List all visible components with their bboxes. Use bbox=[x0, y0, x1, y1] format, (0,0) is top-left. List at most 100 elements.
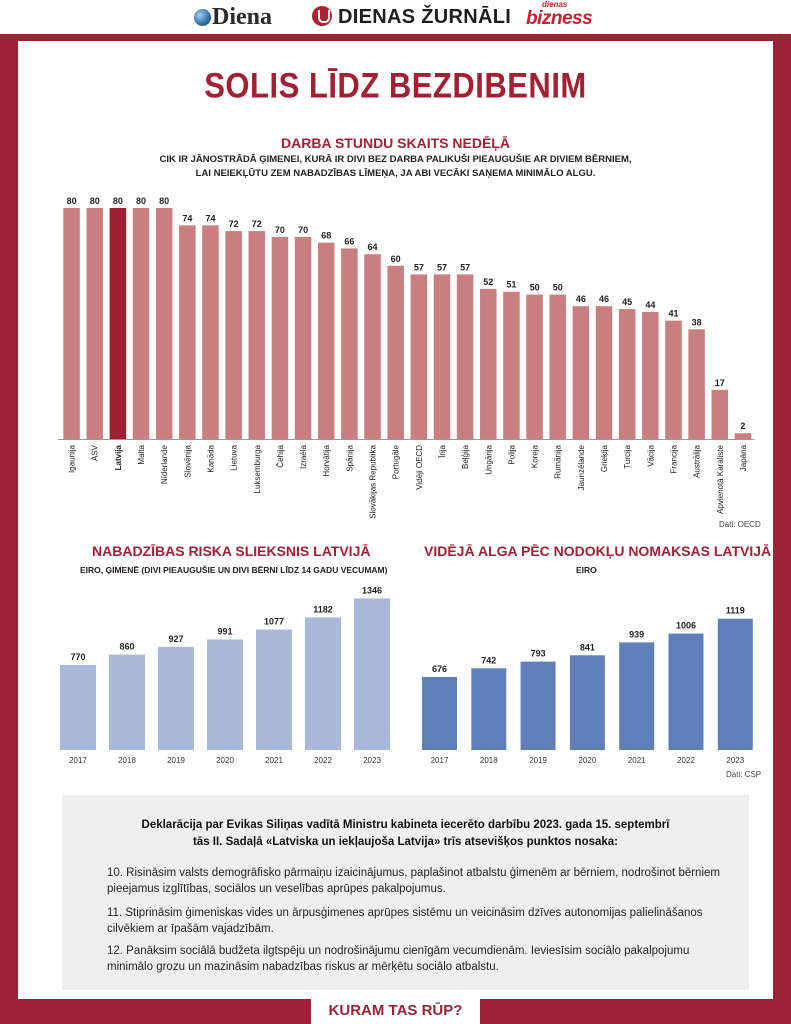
bar-2023 bbox=[717, 618, 753, 750]
diena-logo[interactable]: Diena bbox=[194, 4, 272, 31]
year-label: 2022 bbox=[677, 756, 695, 765]
bar-2017 bbox=[422, 677, 457, 750]
category-label: Francija bbox=[669, 444, 678, 473]
category-label: Čehija bbox=[276, 444, 285, 467]
chart-poverty-title: NABADZĪBAS RISKA SLIEKSNIS LATVIJĀ bbox=[92, 543, 371, 559]
bar-2021 bbox=[256, 629, 292, 750]
data-label: 50 bbox=[553, 283, 563, 293]
data-label: 60 bbox=[391, 254, 401, 264]
bar-2020 bbox=[207, 639, 243, 750]
data-label: 860 bbox=[119, 642, 134, 652]
data-label: 80 bbox=[159, 196, 169, 206]
category-label: Horvātija bbox=[322, 444, 331, 476]
data-label: 51 bbox=[506, 280, 516, 290]
category-label: Luksemburga bbox=[253, 444, 262, 493]
data-label: 68 bbox=[321, 231, 331, 241]
bar-spānija bbox=[341, 248, 358, 439]
data-label: 991 bbox=[217, 626, 232, 636]
data-label: 74 bbox=[182, 213, 192, 223]
bar-igaunija bbox=[63, 208, 80, 439]
chart-wage-title: VIDĒJĀ ALGA PĒC NODOKĻU NOMAKSAS LATVIJĀ bbox=[424, 543, 772, 559]
data-label: 1006 bbox=[676, 621, 696, 631]
bar-polija bbox=[503, 291, 520, 439]
bar-vidēji-oecd bbox=[410, 274, 428, 439]
year-label: 2021 bbox=[628, 756, 646, 765]
bar-koreja bbox=[526, 294, 543, 439]
data-label: 1182 bbox=[313, 604, 333, 614]
category-label: Nīderlande bbox=[160, 444, 169, 484]
bar-2022 bbox=[305, 617, 341, 750]
declaration-box: Deklarācija par Evikas Siliņas vadītā Mi… bbox=[62, 795, 749, 990]
year-label: 2017 bbox=[69, 756, 87, 765]
data-label: 841 bbox=[580, 642, 595, 652]
category-label: Slovākijas Republika bbox=[369, 444, 378, 518]
category-label: Vācija bbox=[646, 444, 655, 466]
category-label: Spānija bbox=[345, 444, 354, 471]
data-label: 676 bbox=[432, 664, 447, 674]
data-label: 50 bbox=[530, 283, 540, 293]
chart-wage-subtitle: EIRO bbox=[576, 565, 597, 575]
category-label: Izraēla bbox=[299, 444, 308, 469]
data-label: 80 bbox=[90, 196, 100, 206]
data-label: 939 bbox=[629, 629, 644, 639]
data-label: 46 bbox=[576, 294, 586, 304]
year-label: 2020 bbox=[579, 756, 597, 765]
data-label: 927 bbox=[168, 634, 183, 644]
bar-2019 bbox=[158, 646, 194, 750]
bar-2017 bbox=[60, 665, 96, 750]
data-label: 72 bbox=[229, 219, 239, 229]
category-label: Slovēnija bbox=[183, 444, 192, 477]
bar-asv bbox=[86, 208, 103, 439]
data-label: 64 bbox=[368, 242, 378, 252]
year-label: 2017 bbox=[431, 756, 449, 765]
bar-vācija bbox=[642, 311, 659, 439]
data-label: 52 bbox=[483, 277, 493, 287]
bar-lietuva bbox=[225, 231, 242, 439]
dienas-zurnali-logo[interactable]: DIENAS ŽURNĀLI bbox=[312, 6, 511, 29]
declaration-heading: Deklarācija par Evikas Siliņas vadītā Mi… bbox=[141, 819, 670, 848]
declaration-item-10: 10. Risināsim valsts demogrāfisko pārmai… bbox=[107, 867, 720, 895]
bar-2022 bbox=[668, 633, 704, 750]
bar-2021 bbox=[619, 642, 655, 750]
bar-apvienotā-karaliste bbox=[711, 389, 729, 439]
category-label: Polija bbox=[507, 444, 516, 464]
category-label: Portugāle bbox=[392, 444, 401, 479]
data-label: 72 bbox=[252, 219, 262, 229]
dienas-bizness-logo[interactable]: dienas bizness bbox=[526, 0, 593, 29]
category-label: Ungārija bbox=[484, 444, 493, 474]
bar-beļģija bbox=[456, 274, 474, 439]
year-label: 2022 bbox=[314, 756, 332, 765]
category-label: Igaunija bbox=[68, 444, 77, 473]
category-label: Rumānija bbox=[554, 444, 563, 478]
category-label: Latvija bbox=[114, 444, 123, 470]
globe-icon bbox=[194, 9, 211, 26]
bar-francija bbox=[665, 320, 682, 439]
data-label: 80 bbox=[136, 196, 146, 206]
data-label: 80 bbox=[67, 196, 77, 206]
data-label: 17 bbox=[715, 378, 725, 388]
footer-link[interactable]: KURAM TAS RŪP? bbox=[328, 1002, 463, 1019]
bar-malta bbox=[132, 208, 150, 439]
bar-horvātija bbox=[317, 242, 335, 439]
year-label: 2018 bbox=[480, 756, 498, 765]
data-label: 38 bbox=[692, 317, 702, 327]
category-label: Grieķija bbox=[600, 444, 609, 472]
year-label: 2018 bbox=[118, 756, 136, 765]
data-label: 45 bbox=[622, 297, 632, 307]
year-label: 2020 bbox=[216, 756, 234, 765]
top-bar: Diena DIENAS ŽURNĀLI dienas bizness bbox=[0, 0, 791, 34]
category-label: Vidēji OECD bbox=[415, 445, 424, 490]
data-label: 2 bbox=[740, 421, 745, 431]
data-label: 70 bbox=[298, 225, 308, 235]
data-label: 46 bbox=[599, 294, 609, 304]
bar-turcija bbox=[618, 309, 636, 439]
bar-luksemburga bbox=[248, 231, 266, 439]
data-label: 57 bbox=[414, 262, 424, 272]
category-label: Jaunzēlande bbox=[577, 444, 586, 490]
data-label: 41 bbox=[668, 309, 678, 319]
bar-2019 bbox=[520, 661, 556, 750]
category-label: Austrālija bbox=[693, 444, 702, 477]
data-label: 44 bbox=[645, 300, 655, 310]
category-label: ASV bbox=[91, 444, 100, 461]
bar-slovākijas-republika bbox=[364, 254, 381, 439]
